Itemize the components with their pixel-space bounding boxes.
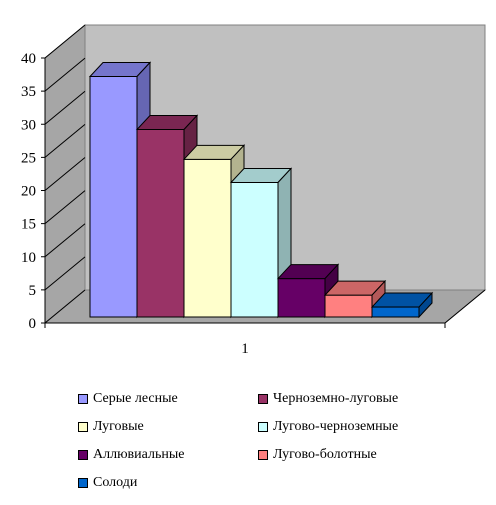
legend-item: Аллювиальные	[78, 444, 258, 466]
legend-item: Луговые	[78, 416, 258, 438]
legend-label: Луговые	[93, 419, 144, 434]
legend-label: Солоди	[93, 475, 138, 490]
legend-swatch	[78, 394, 88, 404]
legend-swatch	[258, 422, 268, 432]
bar-front	[183, 158, 232, 318]
y-depth-line	[44, 123, 86, 158]
bar-front	[230, 182, 279, 318]
y-depth-line	[44, 90, 86, 125]
x-tick-label: 1	[241, 341, 249, 357]
y-tick-label: 35	[21, 84, 36, 100]
y-tick-label: 25	[21, 150, 36, 166]
legend-item: Серые лесные	[78, 388, 258, 410]
y-depth-line	[44, 256, 86, 291]
y-tick-label: 40	[21, 51, 36, 67]
y-depth-line	[44, 190, 86, 225]
x-axis-depth	[444, 289, 486, 324]
legend-swatch	[258, 394, 268, 404]
bar-front	[324, 294, 373, 318]
bar-front	[89, 76, 138, 318]
y-depth-line	[44, 223, 86, 258]
legend-item: Лугово-болотные	[258, 444, 458, 466]
y-tick-label: 0	[29, 316, 37, 332]
legend-swatch	[78, 478, 88, 488]
legend-label: Лугово-болотные	[273, 447, 377, 462]
chart-legend: Серые лесные Черноземно-луговые Луговые …	[78, 388, 478, 494]
legend-item: Солоди	[78, 472, 258, 494]
y-tick-label: 5	[29, 283, 37, 299]
bar-front	[136, 129, 185, 318]
legend-label: Серые лесные	[93, 391, 178, 406]
y-tick-label: 20	[21, 184, 36, 200]
legend-label: Лугово-черноземные	[273, 419, 399, 434]
y-tick-label: 30	[21, 117, 36, 133]
legend-swatch	[258, 450, 268, 460]
legend-swatch	[78, 450, 88, 460]
bar-front	[277, 278, 326, 318]
legend-swatch	[78, 422, 88, 432]
legend-item: Черноземно-луговые	[258, 388, 458, 410]
y-depth-line	[44, 57, 86, 92]
legend-label: Черноземно-луговые	[273, 391, 399, 406]
y-depth-line	[44, 157, 86, 191]
bar-side	[418, 291, 433, 319]
y-tick-label: 15	[21, 217, 36, 233]
legend-label: Аллювиальные	[93, 447, 185, 462]
legend-item: Лугово-черноземные	[258, 416, 458, 438]
bar-front	[371, 306, 420, 318]
y-tick-label: 10	[21, 250, 36, 266]
y-depth-line	[44, 289, 86, 324]
y-depth-line	[44, 24, 86, 59]
